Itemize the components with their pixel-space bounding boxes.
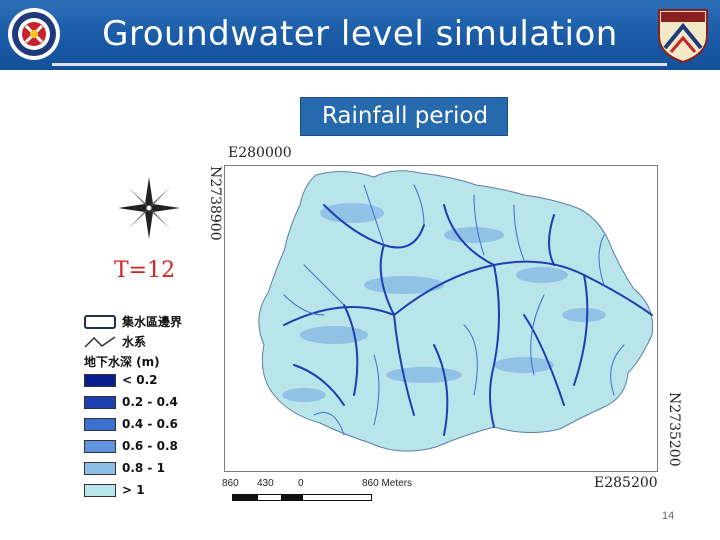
header-banner: Groundwater level simulation <box>0 0 720 70</box>
legend-river-row: 水系 <box>84 333 146 350</box>
legend-class-label: 0.8 - 1 <box>122 461 165 475</box>
legend-title-row: 地下水深 (m) <box>84 353 160 370</box>
header-underline <box>52 63 667 66</box>
legend-color-swatch <box>84 373 116 387</box>
scale-segment-4 <box>302 494 372 501</box>
legend-boundary-label: 集水區邊界 <box>122 315 183 329</box>
scale-segment-1 <box>232 494 257 501</box>
institution-shield-icon <box>658 9 708 64</box>
legend-class-label: > 1 <box>122 483 145 497</box>
scale-label-860-meters: 860 Meters <box>362 478 413 489</box>
legend-color-swatch <box>84 395 116 409</box>
legend-color-swatch <box>84 417 116 431</box>
legend-color-swatch <box>84 483 116 497</box>
top-northing-label: N2738900 <box>207 166 223 241</box>
legend-class-row: < 0.2 <box>84 373 158 387</box>
scale-label-430: 430 <box>257 478 274 489</box>
scale-segment-2 <box>257 494 282 501</box>
boundary-swatch <box>84 314 116 329</box>
legend-color-swatch <box>84 439 116 453</box>
legend-class-label: 0.4 - 0.6 <box>122 417 178 431</box>
scale-bar: 860 430 0 860 Meters <box>212 478 432 508</box>
legend-class-row: > 1 <box>84 483 145 497</box>
watershed-boundary <box>258 170 654 452</box>
legend-class-label: 0.6 - 0.8 <box>122 439 178 453</box>
legend-class-label: < 0.2 <box>122 373 158 387</box>
page-number: 14 <box>662 510 675 522</box>
river-network <box>283 204 653 436</box>
river-line-icon <box>84 335 116 348</box>
rainfall-period-label: Rainfall period <box>321 103 489 129</box>
legend-class-label: 0.2 - 0.4 <box>122 395 178 409</box>
time-step-label: T=12 <box>114 258 176 283</box>
legend-river-label: 水系 <box>122 335 147 349</box>
bottom-northing-label: N2735200 <box>666 392 682 467</box>
watershed-map <box>258 170 654 452</box>
legend-color-swatch <box>84 461 116 475</box>
north-arrow-compass-icon <box>118 177 180 239</box>
legend-class-row: 0.4 - 0.6 <box>84 417 178 431</box>
legend-class-row: 0.2 - 0.4 <box>84 395 178 409</box>
legend-class-row: 0.6 - 0.8 <box>84 439 178 453</box>
scale-segment-3 <box>282 494 302 501</box>
legend-boundary-row: 集水區邊界 <box>84 313 182 330</box>
scale-label-0: 0 <box>298 478 304 489</box>
bottom-easting-label: E285200 <box>594 475 658 491</box>
top-easting-label: E280000 <box>228 145 292 161</box>
slide-title: Groundwater level simulation <box>102 14 618 54</box>
university-seal-icon <box>8 8 60 60</box>
rainfall-period-box: Rainfall period <box>300 97 508 136</box>
scale-label-860-left: 860 <box>222 478 239 489</box>
legend-class-row: 0.8 - 1 <box>84 461 165 475</box>
map-frame <box>224 165 658 472</box>
legend-title: 地下水深 (m) <box>84 355 160 369</box>
